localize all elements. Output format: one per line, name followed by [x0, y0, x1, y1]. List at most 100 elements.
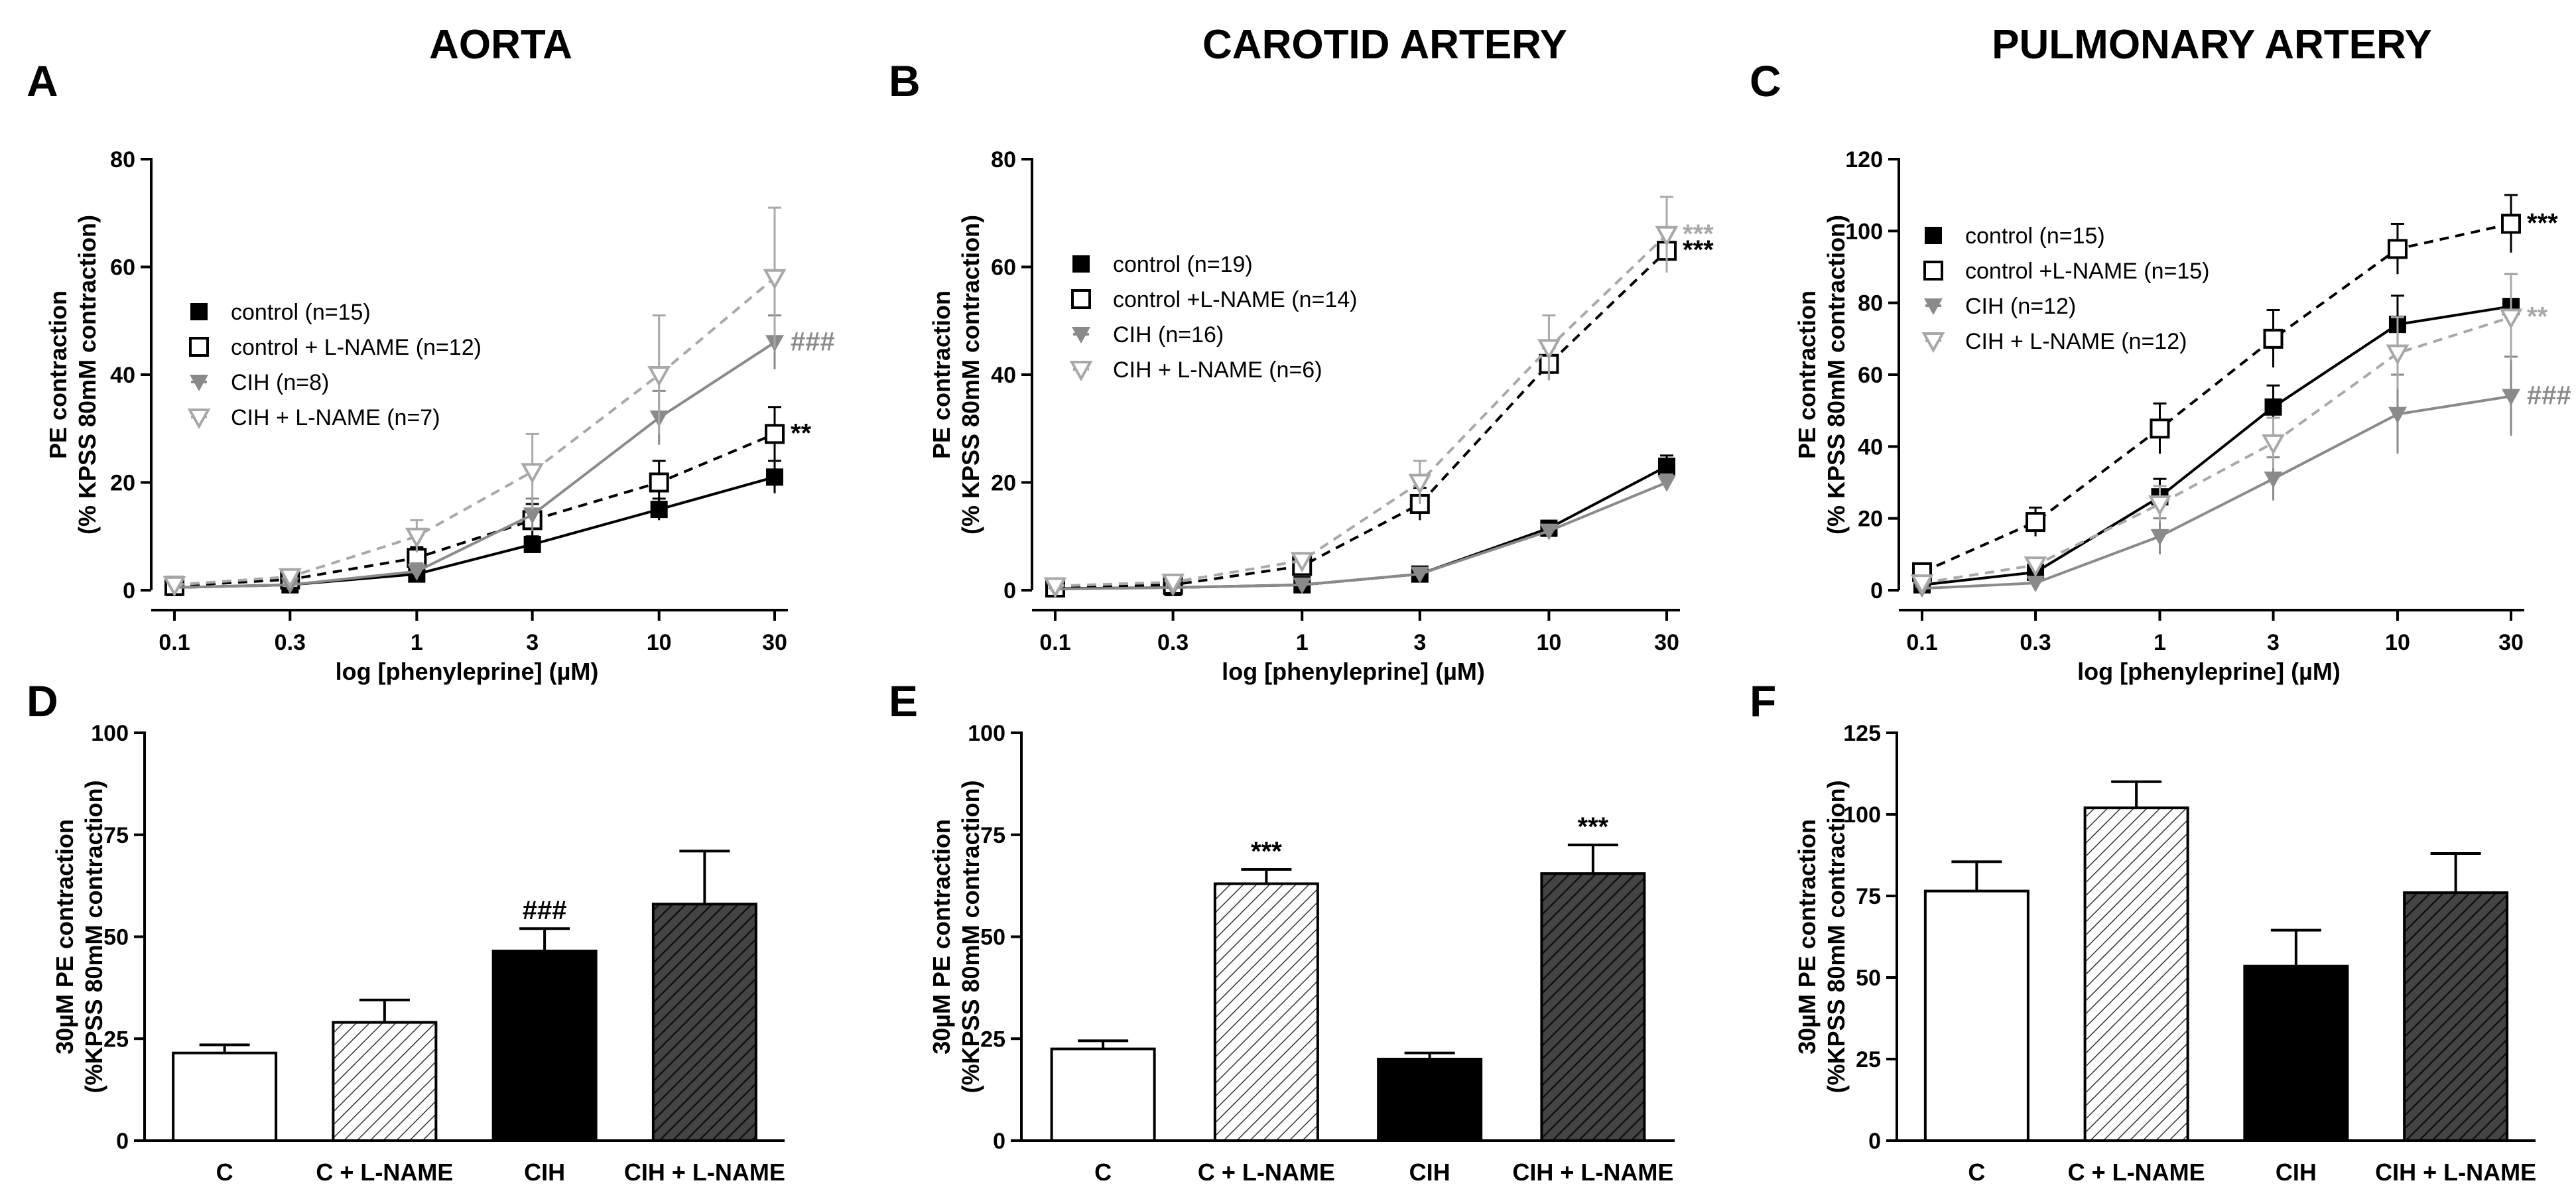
data-point	[1293, 577, 1312, 594]
series-0	[1913, 273, 2520, 594]
y-axis-label-line: (%KPSS 80mM contraction)	[957, 780, 984, 1093]
significance-label: ###	[2527, 381, 2571, 411]
data-point	[766, 468, 783, 486]
y-tick-label: 100	[1843, 802, 1881, 828]
x-tick-label: 0.3	[1157, 630, 1189, 655]
y-tick-label: 25	[103, 1027, 129, 1052]
y-axis-label-line: (% KPSS 80mM contraction)	[1823, 215, 1850, 535]
panel-letter: C	[1750, 56, 1781, 105]
x-axis-label: log [phenyleprine] (µM)	[336, 658, 599, 685]
y-tick-label: 60	[1858, 363, 1883, 388]
data-point	[647, 366, 671, 387]
x-tick-label: 3	[2267, 630, 2280, 655]
x-tick-label: 30	[762, 630, 787, 655]
data-point	[523, 535, 541, 553]
category-label: C	[1968, 1159, 1985, 1186]
category-label: CIH	[2276, 1159, 2317, 1186]
data-point	[1910, 574, 1934, 596]
series-0	[1047, 454, 1675, 598]
series-1: ***	[1912, 194, 2558, 582]
data-point	[2024, 556, 2047, 578]
series-0	[166, 460, 783, 596]
y-tick-label: 0	[1003, 578, 1016, 603]
series-line	[174, 475, 775, 589]
data-point	[649, 472, 669, 493]
y-axis-label-line: (%KPSS 80mM contraction)	[80, 780, 107, 1093]
data-point	[1043, 577, 1067, 598]
significance-label: **	[2527, 302, 2548, 331]
series-line	[1921, 305, 2512, 586]
x-tick-label: 3	[1413, 630, 1426, 655]
panel-letter: F	[1750, 676, 1776, 726]
panel-A: A AORTA 0 20 40 60 80 0.1 0.3 1 3 10 30 log [phenylep…	[27, 22, 835, 685]
x-tick-label: 3	[526, 630, 539, 655]
significance-label: ***	[1683, 220, 1714, 249]
category-label: CIH	[524, 1159, 565, 1186]
bar	[491, 950, 598, 1143]
bar	[2243, 964, 2349, 1143]
legend-label: control (n=15)	[1965, 223, 2105, 249]
legend-label: control (n=15)	[231, 300, 371, 325]
legend-marker	[1921, 332, 1945, 353]
y-tick-label: 0	[116, 1129, 129, 1154]
y-axis-label-line: PE contraction	[1793, 290, 1821, 459]
series-1: **	[164, 406, 812, 596]
series-line	[1921, 395, 2512, 590]
y-tick-label: 25	[1856, 1047, 1881, 1072]
y-tick-label: 80	[110, 147, 135, 172]
bar	[1540, 872, 1646, 1143]
y-tick-label: 75	[980, 823, 1005, 848]
category-label: C + L-NAME	[1198, 1159, 1335, 1186]
data-point	[521, 463, 545, 484]
legend-marker	[1072, 255, 1090, 273]
y-axis-label-line: (% KPSS 80mM contraction)	[74, 215, 101, 535]
y-tick-label: 40	[110, 363, 135, 388]
y-tick-label: 50	[1856, 966, 1881, 991]
legend-marker	[1072, 327, 1090, 344]
category-label: C + L-NAME	[2068, 1159, 2205, 1186]
data-point	[2499, 308, 2523, 330]
data-point	[2262, 434, 2285, 456]
significance-label: ###	[523, 896, 567, 925]
data-point	[2148, 495, 2171, 517]
y-axis-label-line: PE contraction	[44, 290, 72, 459]
legend-marker	[187, 409, 211, 430]
legend: control (n=15) control + L-NAME (n=12) CIH…	[187, 300, 482, 430]
legend-label: CIH + L-NAME (n=6)	[1113, 357, 1322, 383]
bar	[2083, 806, 2189, 1143]
panel-letter: B	[889, 56, 921, 105]
series-3: ***	[1043, 196, 1714, 598]
significance-label: ###	[791, 327, 835, 356]
y-axis-label-line: 30µM PE contraction	[51, 819, 78, 1054]
legend-marker	[1924, 298, 1943, 315]
y-axis-label: 30µM PE contraction(%KPSS 80mM contracti…	[51, 780, 107, 1093]
bar	[2403, 891, 2509, 1142]
y-tick-label: 20	[991, 471, 1016, 496]
legend-marker	[1925, 227, 1942, 244]
y-axis-label: 30µM PE contraction(%KPSS 80mM contracti…	[928, 780, 984, 1093]
y-axis-label-line: PE contraction	[928, 290, 955, 459]
series-line	[1921, 316, 2512, 585]
data-point	[405, 527, 428, 548]
x-tick-label: 0.1	[159, 630, 190, 655]
x-axis-label: log [phenyleprine] (µM)	[2077, 658, 2341, 685]
data-point	[1290, 552, 1314, 573]
panel-D: D 0 25 50 75 100 30µM PE contraction(%KPSS 80m…	[27, 676, 785, 1186]
y-axis-label: PE contraction(% KPSS 80mM contraction)	[1793, 215, 1850, 535]
legend-label: CIH (n=8)	[231, 370, 329, 395]
y-tick-label: 100	[968, 721, 1005, 746]
series-2: ###	[1913, 355, 2571, 598]
legend-marker	[190, 303, 208, 320]
y-axis-label: PE contraction(% KPSS 80mM contraction)	[44, 215, 101, 535]
data-point	[1657, 475, 1676, 492]
y-axis-label: 30µM PE contraction(%KPSS 80mM contracti…	[1793, 780, 1850, 1093]
y-tick-label: 80	[1858, 291, 1883, 316]
y-tick-label: 75	[103, 823, 129, 848]
data-point	[2502, 389, 2520, 406]
panel-title: CAROTID ARTERY	[1202, 22, 1567, 68]
legend-marker	[1069, 361, 1093, 382]
series-3: **	[1910, 273, 2548, 596]
data-point	[2388, 407, 2407, 424]
y-tick-label: 20	[1858, 507, 1883, 532]
